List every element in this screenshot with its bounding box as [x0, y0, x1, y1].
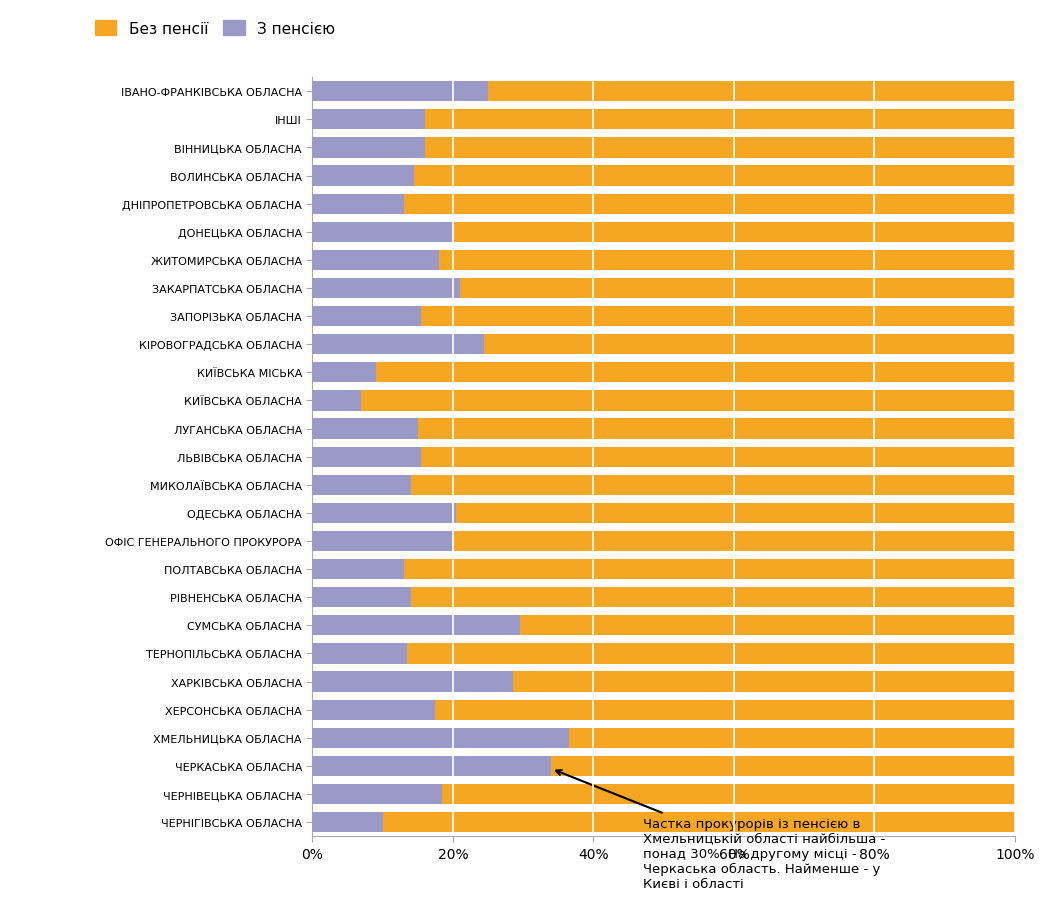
- Bar: [312, 587, 411, 607]
- Bar: [312, 307, 422, 327]
- Bar: [312, 447, 1015, 467]
- Bar: [312, 194, 1015, 214]
- Bar: [312, 166, 414, 187]
- Bar: [312, 251, 439, 271]
- Bar: [312, 700, 435, 720]
- Bar: [312, 672, 1015, 692]
- Bar: [312, 475, 1015, 495]
- Bar: [312, 531, 1015, 551]
- Bar: [312, 643, 407, 664]
- Bar: [312, 110, 425, 130]
- Bar: [312, 728, 1015, 748]
- Bar: [312, 278, 460, 299]
- Bar: [312, 82, 1015, 102]
- Bar: [312, 784, 442, 804]
- Bar: [312, 531, 453, 551]
- Bar: [312, 110, 1015, 130]
- Bar: [312, 447, 422, 467]
- Bar: [312, 166, 1015, 187]
- Bar: [312, 756, 1015, 777]
- Bar: [312, 278, 1015, 299]
- Bar: [312, 560, 404, 580]
- Bar: [312, 560, 1015, 580]
- Bar: [312, 307, 1015, 327]
- Bar: [312, 812, 383, 833]
- Bar: [312, 82, 488, 102]
- Bar: [312, 222, 1015, 243]
- Bar: [312, 138, 1015, 158]
- Bar: [312, 672, 512, 692]
- Bar: [312, 391, 1015, 411]
- Bar: [312, 335, 484, 355]
- Bar: [312, 138, 425, 158]
- Bar: [312, 363, 376, 383]
- Bar: [312, 616, 519, 636]
- Legend: Без пенсії, З пенсією: Без пенсії, З пенсією: [95, 21, 335, 37]
- Bar: [312, 335, 1015, 355]
- Bar: [312, 475, 411, 495]
- Bar: [312, 756, 552, 777]
- Bar: [312, 194, 404, 214]
- Bar: [312, 419, 1015, 439]
- Bar: [312, 643, 1015, 664]
- Bar: [312, 812, 1015, 833]
- Text: Частка прокурорів із пенсією в
Хмельницькій області найбільша -
понад 30%. На др: Частка прокурорів із пенсією в Хмельниць…: [556, 770, 885, 890]
- Bar: [312, 419, 417, 439]
- Bar: [312, 391, 361, 411]
- Bar: [312, 700, 1015, 720]
- Bar: [312, 616, 1015, 636]
- Bar: [312, 363, 1015, 383]
- Bar: [312, 504, 1015, 524]
- Bar: [312, 784, 1015, 804]
- Bar: [312, 728, 568, 748]
- Bar: [312, 251, 1015, 271]
- Bar: [312, 222, 453, 243]
- Bar: [312, 504, 456, 524]
- Bar: [312, 587, 1015, 607]
